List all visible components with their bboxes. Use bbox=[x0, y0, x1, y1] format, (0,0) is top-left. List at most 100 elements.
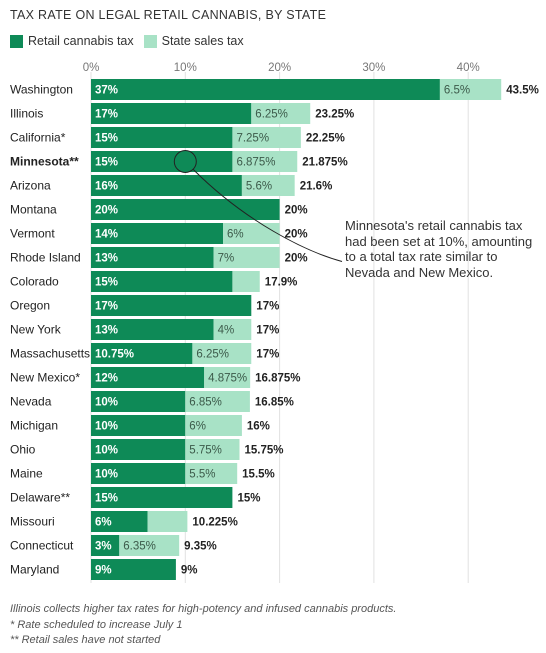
sales-tax-label: 6% bbox=[227, 229, 244, 241]
total-tax-label: 43.5% bbox=[506, 85, 539, 97]
sales-tax-label: 6.25% bbox=[255, 109, 288, 121]
retail-tax-label: 10% bbox=[95, 445, 118, 457]
state-label: New Mexico* bbox=[10, 371, 80, 385]
legend-item-sales: State sales tax bbox=[143, 34, 244, 48]
annotation-text: Minnesota's retail cannabis tax had been… bbox=[345, 218, 533, 280]
total-tax-label: 15% bbox=[237, 493, 260, 505]
legend-item-retail: Retail cannabis tax bbox=[10, 34, 134, 48]
state-label: Montana bbox=[10, 203, 57, 217]
bar-retail-tax bbox=[91, 487, 233, 508]
bar-retail-tax bbox=[91, 271, 233, 292]
retail-tax-label: 37% bbox=[95, 85, 118, 97]
state-label: California* bbox=[10, 131, 66, 145]
sales-tax-label: 7% bbox=[218, 253, 235, 265]
total-tax-label: 23.25% bbox=[315, 109, 354, 121]
bar-sales-tax bbox=[439, 79, 502, 100]
retail-tax-label: 10% bbox=[95, 469, 118, 481]
sales-tax-label: 6.85% bbox=[189, 397, 222, 409]
state-label: Washington bbox=[10, 83, 73, 97]
state-label: Connecticut bbox=[10, 539, 74, 553]
x-tick-label: 20% bbox=[268, 62, 291, 74]
retail-tax-label: 13% bbox=[95, 325, 118, 337]
state-label: New York bbox=[10, 323, 62, 337]
retail-tax-label: 10.75% bbox=[95, 349, 134, 361]
bar-retail-tax bbox=[91, 319, 214, 340]
total-tax-label: 10.225% bbox=[192, 517, 237, 529]
total-tax-label: 20% bbox=[285, 205, 308, 217]
state-label: Maryland bbox=[10, 563, 59, 577]
state-label: Missouri bbox=[10, 515, 55, 529]
bar-sales-tax bbox=[192, 343, 252, 364]
bar-sales-tax bbox=[185, 439, 240, 460]
bar-retail-tax bbox=[91, 151, 233, 172]
bar-retail-tax bbox=[91, 463, 186, 484]
x-tick-label: 30% bbox=[362, 62, 385, 74]
bar-retail-tax bbox=[91, 439, 186, 460]
retail-tax-label: 12% bbox=[95, 373, 118, 385]
total-tax-label: 17% bbox=[256, 325, 279, 337]
retail-tax-label: 13% bbox=[95, 253, 118, 265]
retail-tax-label: 20% bbox=[95, 205, 118, 217]
footnote-rate-increase: * Rate scheduled to increase July 1 bbox=[10, 619, 183, 631]
retail-tax-label: 3% bbox=[95, 541, 112, 553]
state-label: Ohio bbox=[10, 443, 36, 457]
total-tax-label: 16.85% bbox=[255, 397, 294, 409]
bar-retail-tax bbox=[91, 415, 186, 436]
bar-sales-tax bbox=[185, 463, 238, 484]
footnote-sales-not-started: ** Retail sales have not started bbox=[10, 634, 161, 646]
state-label: Rhode Island bbox=[10, 251, 81, 265]
bar-retail-tax bbox=[91, 343, 193, 364]
total-tax-label: 20% bbox=[285, 229, 308, 241]
legend-swatch-sales bbox=[143, 34, 157, 48]
bar-retail-tax bbox=[91, 103, 252, 124]
total-tax-label: 20% bbox=[285, 253, 308, 265]
total-tax-label: 21.6% bbox=[300, 181, 333, 193]
state-label: Massachusetts bbox=[10, 347, 90, 361]
sales-tax-label: 5.5% bbox=[189, 469, 215, 481]
bar-retail-tax bbox=[91, 367, 205, 388]
x-tick-label: 40% bbox=[457, 62, 480, 74]
chart-title: TAX RATE ON LEGAL RETAIL CANNABIS, BY ST… bbox=[10, 8, 327, 22]
retail-tax-label: 16% bbox=[95, 181, 118, 193]
bar-sales-tax bbox=[119, 535, 180, 556]
total-tax-label: 21.875% bbox=[302, 157, 347, 169]
bar-retail-tax bbox=[91, 559, 176, 580]
total-tax-label: 15.5% bbox=[242, 469, 275, 481]
sales-tax-label: 4.875% bbox=[208, 373, 247, 385]
bar-sales-tax bbox=[232, 127, 301, 148]
state-label: Michigan bbox=[10, 419, 58, 433]
total-tax-label: 9% bbox=[181, 565, 198, 577]
retail-tax-label: 10% bbox=[95, 397, 118, 409]
retail-tax-label: 15% bbox=[95, 493, 118, 505]
bar-sales-tax bbox=[213, 319, 252, 340]
sales-tax-label: 7.25% bbox=[236, 133, 269, 145]
retail-tax-label: 15% bbox=[95, 277, 118, 289]
retail-tax-label: 9% bbox=[95, 565, 112, 577]
bar-retail-tax bbox=[91, 295, 252, 316]
bar-sales-tax bbox=[204, 367, 251, 388]
total-tax-label: 9.35% bbox=[184, 541, 217, 553]
retail-tax-label: 15% bbox=[95, 157, 118, 169]
sales-tax-label: 5.75% bbox=[189, 445, 222, 457]
bar-retail-tax bbox=[91, 391, 186, 412]
state-label: Colorado bbox=[10, 275, 59, 289]
total-tax-label: 17.9% bbox=[265, 277, 298, 289]
retail-tax-label: 15% bbox=[95, 133, 118, 145]
total-tax-label: 16.875% bbox=[255, 373, 300, 385]
state-label: Oregon bbox=[10, 299, 50, 313]
annotation-leader-line bbox=[192, 169, 343, 262]
bar-retail-tax bbox=[91, 511, 148, 532]
sales-tax-label: 6.25% bbox=[196, 349, 229, 361]
bar-sales-tax bbox=[232, 151, 298, 172]
bar-sales-tax bbox=[223, 223, 280, 244]
bar-retail-tax bbox=[91, 535, 120, 556]
sales-tax-label: 6% bbox=[189, 421, 206, 433]
chart-legend: Retail cannabis tax State sales tax bbox=[10, 34, 254, 48]
legend-label-retail: Retail cannabis tax bbox=[28, 34, 134, 48]
legend-label-sales: State sales tax bbox=[161, 34, 244, 48]
bar-sales-tax bbox=[241, 175, 295, 196]
bar-sales-tax bbox=[185, 391, 250, 412]
bar-sales-tax bbox=[147, 511, 188, 532]
total-tax-label: 22.25% bbox=[306, 133, 345, 145]
